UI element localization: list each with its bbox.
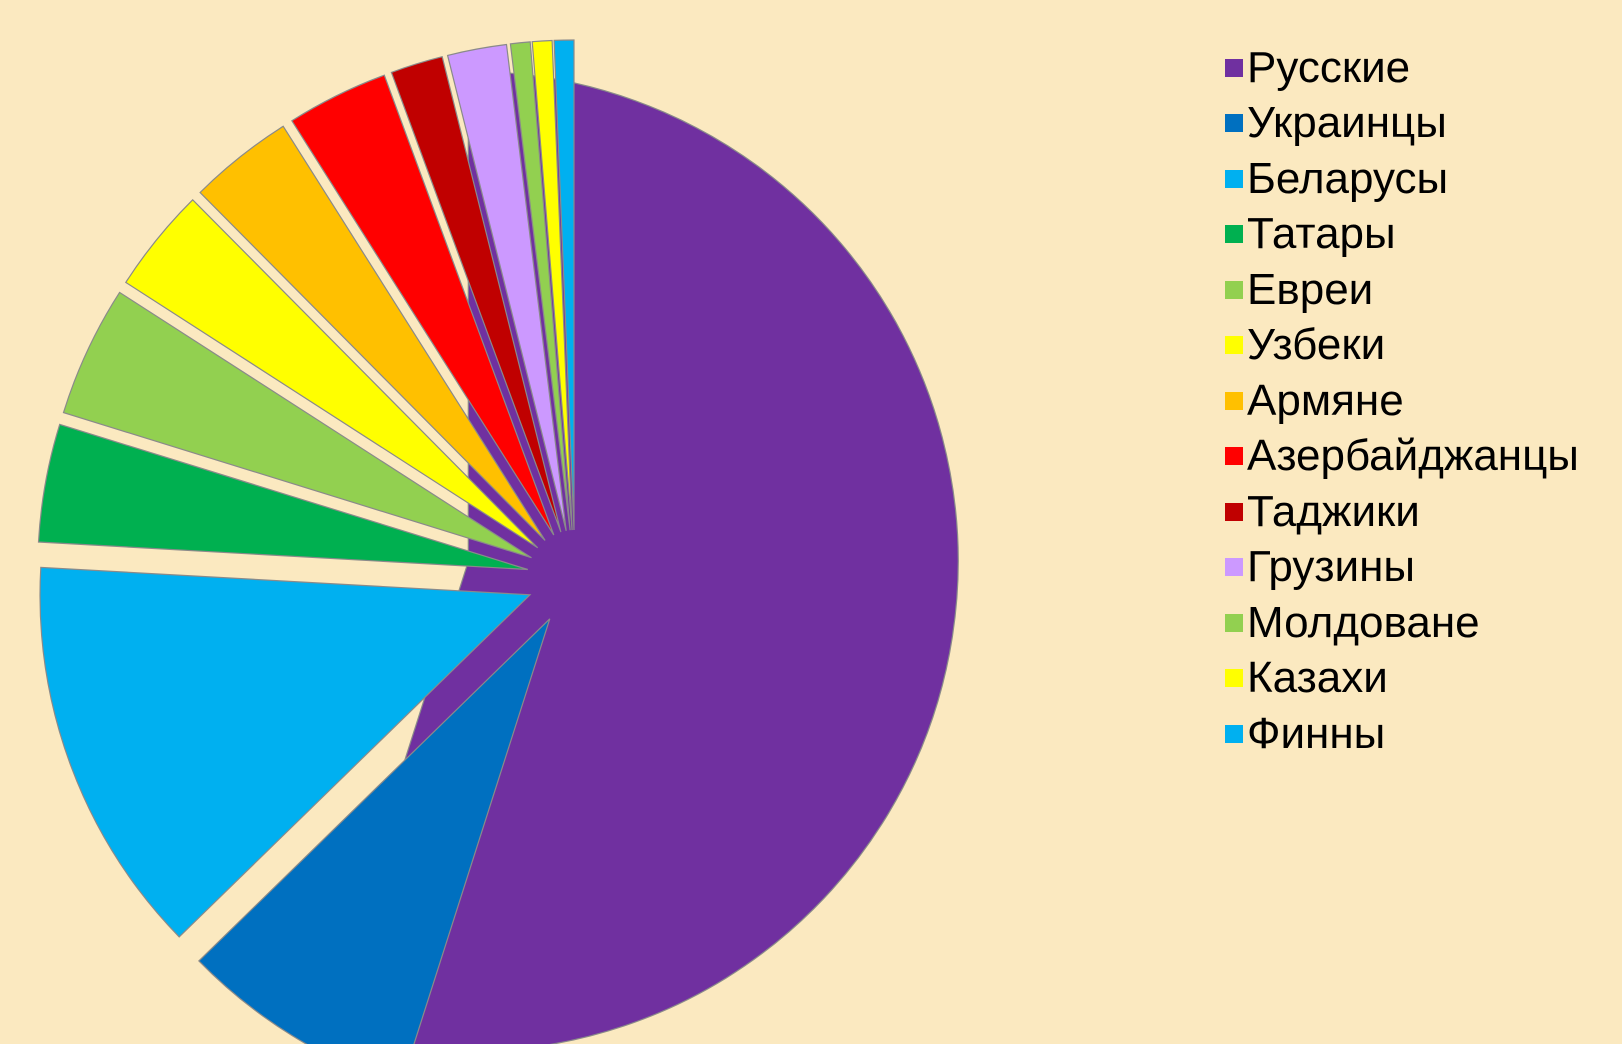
legend-swatch: [1225, 447, 1243, 466]
legend-item: Евреи: [1225, 262, 1579, 318]
legend-label: Армяне: [1247, 375, 1404, 425]
legend-item: Молдоване: [1225, 595, 1579, 651]
pie-slice-12: [531, 39, 573, 531]
legend-item: Казахи: [1225, 651, 1579, 707]
legend-label: Таджики: [1247, 486, 1420, 536]
legend-swatch: [1225, 724, 1243, 743]
legend-item: Украинцы: [1225, 96, 1579, 152]
legend-item: Татары: [1225, 207, 1579, 263]
legend-label: Молдоване: [1247, 597, 1480, 647]
legend-swatch: [1225, 58, 1243, 77]
legend-label: Татары: [1247, 209, 1396, 259]
legend-item: Узбеки: [1225, 318, 1579, 374]
pie-slice-13: [553, 39, 575, 531]
legend-swatch: [1225, 613, 1243, 632]
legend-item: Русские: [1225, 40, 1579, 96]
legend-label: Узбеки: [1247, 320, 1386, 370]
legend-label: Финны: [1247, 708, 1386, 758]
legend-label: Украинцы: [1247, 98, 1447, 148]
legend-swatch: [1225, 558, 1243, 577]
legend-item: Азербайджанцы: [1225, 429, 1579, 485]
legend-item: Беларусы: [1225, 151, 1579, 207]
legend-item: Грузины: [1225, 540, 1579, 596]
legend-label: Грузины: [1247, 542, 1416, 592]
legend-swatch: [1225, 114, 1243, 133]
legend-swatch: [1225, 391, 1243, 410]
chart-legend: Русские Украинцы Беларусы Татары Евреи Узбеки…: [1225, 40, 1579, 762]
pie-slice-4: [37, 423, 528, 571]
legend-label: Казахи: [1247, 653, 1388, 703]
legend-swatch: [1225, 336, 1243, 355]
pie-slice-9: [390, 55, 562, 533]
legend-swatch: [1225, 502, 1243, 521]
legend-item: Армяне: [1225, 373, 1579, 429]
pie-slice-11: [509, 41, 571, 531]
pie-slice-3: [39, 566, 532, 938]
legend-swatch: [1225, 280, 1243, 299]
legend-swatch: [1225, 169, 1243, 188]
legend-label: Беларусы: [1247, 153, 1449, 203]
legend-label: Азербайджанцы: [1247, 431, 1579, 481]
pie-slice-7: [199, 125, 546, 541]
pie-slice-6: [124, 198, 539, 549]
legend-swatch: [1225, 225, 1243, 244]
pie-slice-5: [62, 291, 532, 559]
legend-item: Таджики: [1225, 484, 1579, 540]
legend-label: Евреи: [1247, 264, 1374, 314]
legend-label: Русские: [1247, 42, 1411, 92]
legend-swatch: [1225, 669, 1243, 688]
pie-slice-2: [198, 618, 551, 1044]
pie-slice-10: [446, 43, 567, 531]
pie-slice-8: [291, 74, 555, 536]
legend-item: Финны: [1225, 706, 1579, 762]
